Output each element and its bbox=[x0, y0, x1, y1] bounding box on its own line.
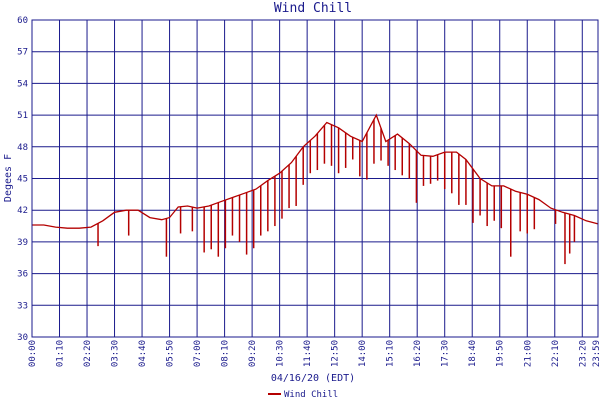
x-tick-label: 19:50 bbox=[496, 340, 506, 367]
y-tick-label: 54 bbox=[17, 79, 28, 89]
x-tick-label: 04:40 bbox=[138, 340, 148, 367]
y-tick-label: 45 bbox=[17, 175, 28, 185]
chart-title: Wind Chill bbox=[274, 1, 352, 16]
x-tick-label: 01:10 bbox=[56, 340, 66, 367]
x-tick-label: 14:00 bbox=[358, 340, 368, 367]
y-tick-labels: 30 33 36 39 42 45 48 51 54 57 60 bbox=[17, 16, 28, 343]
y-tick-label: 60 bbox=[17, 16, 28, 26]
x-tick-label: 23:20 bbox=[578, 340, 588, 367]
x-tick-label: 17:30 bbox=[441, 340, 451, 367]
y-tick-label: 33 bbox=[17, 301, 28, 311]
grid bbox=[31, 19, 598, 338]
y-tick-label: 39 bbox=[17, 238, 28, 248]
y-tick-label: 42 bbox=[17, 206, 28, 216]
y-tick-label: 57 bbox=[17, 48, 28, 58]
x-tick-label: 16:20 bbox=[413, 340, 423, 367]
x-tick-label: 15:10 bbox=[386, 340, 396, 367]
y-tick-label: 51 bbox=[17, 111, 28, 121]
legend: Wind Chill bbox=[268, 390, 338, 400]
x-axis-label: 04/16/20 (EDT) bbox=[271, 373, 355, 384]
x-tick-label: 00:00 bbox=[28, 340, 38, 367]
x-tick-label: 09:20 bbox=[248, 340, 258, 367]
legend-label: Wind Chill bbox=[284, 390, 338, 400]
x-tick-labels: 00:00 01:10 02:20 03:30 04:40 05:50 07:00 08:10… bbox=[28, 340, 600, 367]
x-tick-label: 22:10 bbox=[551, 340, 561, 367]
x-tick-label: 12:50 bbox=[331, 340, 341, 367]
x-tick-label: 18:40 bbox=[468, 340, 478, 367]
x-tick-label: 05:50 bbox=[166, 340, 176, 367]
x-tick-label: 21:00 bbox=[523, 340, 533, 367]
x-tick-label: 23:59 bbox=[592, 340, 600, 367]
x-tick-label: 08:10 bbox=[221, 340, 231, 367]
y-axis-label: Degees F bbox=[3, 154, 14, 202]
series-line-wind-chill bbox=[32, 113, 599, 229]
y-tick-label: 36 bbox=[17, 270, 28, 280]
y-tick-label: 30 bbox=[17, 333, 28, 343]
x-tick-label: 11:40 bbox=[303, 340, 313, 367]
x-tick-label: 10:30 bbox=[276, 340, 286, 367]
x-tick-label: 03:30 bbox=[111, 340, 121, 367]
y-tick-label: 48 bbox=[17, 143, 28, 153]
series-area bbox=[32, 113, 599, 265]
plot-frame bbox=[31, 19, 599, 338]
x-tick-label: 07:00 bbox=[193, 340, 203, 367]
x-tick-label: 02:20 bbox=[83, 340, 93, 367]
